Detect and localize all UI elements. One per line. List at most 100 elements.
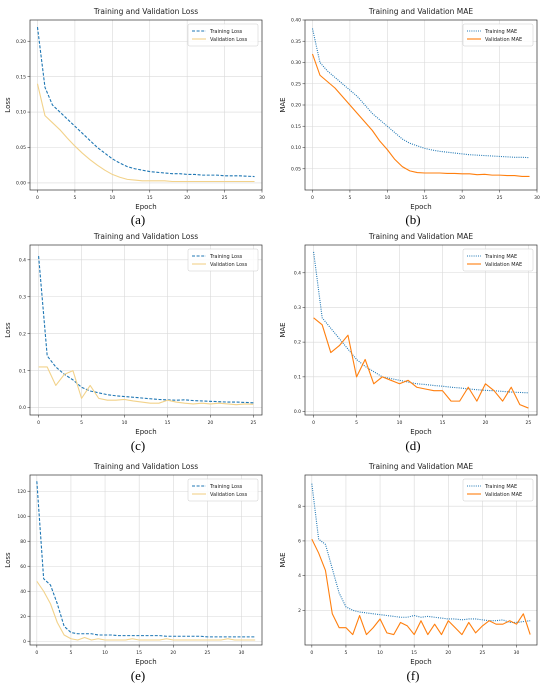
legend-box — [462, 478, 534, 502]
x-tick-label: 0 — [310, 650, 313, 656]
legend-label-2: Validation MAE — [485, 262, 522, 268]
y-tick-label: 0.35 — [291, 39, 301, 45]
x-tick-label: 10 — [384, 195, 390, 201]
y-tick-label: 120 — [17, 489, 26, 495]
x-tick-label: 5 — [80, 420, 83, 426]
series-line-1 — [36, 27, 255, 178]
x-axis-label: Epoch — [410, 658, 431, 666]
x-tick-label: 0 — [312, 420, 315, 426]
y-tick-label: 0.2 — [294, 340, 301, 346]
series-line-1 — [36, 481, 256, 638]
series-line-2 — [313, 317, 529, 409]
caption-a: (a) — [130, 212, 146, 227]
x-tick-label: 15 — [147, 195, 153, 201]
y-tick-label: 0.30 — [291, 60, 301, 66]
x-tick-label: 0 — [37, 420, 40, 426]
y-tick-label: 2 — [298, 608, 301, 614]
chart-title: Training and Validation MAE — [368, 7, 473, 16]
y-tick-label: 0.40 — [291, 18, 301, 24]
legend-box — [462, 23, 534, 47]
y-tick-label: 0 — [23, 639, 26, 645]
x-tick-label: 15 — [411, 650, 417, 656]
y-axis-label: MAE — [279, 322, 287, 337]
plot-frame — [29, 19, 263, 191]
legend-label-1: Training Loss — [209, 484, 243, 490]
y-tick-label: 0.0 — [19, 405, 26, 411]
chart-title: Training and Validation Loss — [93, 462, 198, 471]
x-tick-label: 5 — [355, 420, 358, 426]
x-tick-label: 15 — [136, 650, 142, 656]
x-tick-label: 10 — [109, 195, 115, 201]
y-tick-label: 0.2 — [19, 331, 26, 337]
x-axis-label: Epoch — [135, 658, 156, 666]
x-tick-label: 25 — [497, 195, 503, 201]
chart-title: Training and Validation MAE — [368, 232, 473, 241]
plot-frame — [304, 244, 538, 416]
y-tick-label: 0.4 — [294, 270, 301, 276]
x-axis-label: Epoch — [135, 428, 156, 436]
legend-label-2: Validation MAE — [485, 37, 522, 43]
x-tick-label: 0 — [35, 650, 38, 656]
caption-c: (c) — [130, 438, 146, 453]
x-tick-label: 25 — [526, 420, 532, 426]
x-tick-label: 5 — [345, 650, 348, 656]
series-line-2 — [311, 538, 531, 636]
legend-label-2: Validation MAE — [485, 492, 522, 498]
y-tick-label: 20 — [20, 614, 26, 620]
caption-d: (d) — [405, 438, 421, 453]
legend-label-1: Training Loss — [209, 254, 243, 260]
x-tick-label: 25 — [222, 195, 228, 201]
chart-title: Training and Validation Loss — [93, 232, 198, 241]
legend-label-2: Validation Loss — [210, 262, 248, 268]
y-axis-label: Loss — [4, 322, 12, 338]
chart-panel-f: Training and Validation MAE 0 5 10 15 20 25 30 2… — [275, 455, 550, 685]
legend-box — [187, 248, 259, 272]
y-tick-label: 0.1 — [294, 374, 301, 380]
x-axis-label: Epoch — [135, 203, 156, 211]
x-tick-label: 15 — [422, 195, 428, 201]
caption-f: (f) — [406, 668, 420, 683]
chart-title: Training and Validation Loss — [93, 7, 198, 16]
series-line-1 — [38, 256, 254, 404]
caption-e: (e) — [130, 668, 146, 683]
caption-b: (b) — [405, 212, 421, 227]
x-tick-label: 10 — [397, 420, 403, 426]
chart-title: Training and Validation MAE — [368, 462, 473, 471]
x-tick-label: 30 — [239, 650, 245, 656]
y-tick-label: 0.20 — [16, 39, 26, 45]
legend-label-2: Validation Loss — [210, 37, 248, 43]
y-tick-label: 0.3 — [19, 294, 26, 300]
chart-panel-e: Training and Validation Loss 0 5 10 15 20 25 30… — [0, 455, 275, 685]
plot-frame — [29, 244, 263, 416]
chart-panel-b: Training and Validation MAE 0 5 10 15 20 25 30 0… — [275, 0, 550, 227]
plot-frame — [29, 474, 263, 646]
x-tick-label: 10 — [122, 420, 128, 426]
x-tick-label: 0 — [36, 195, 39, 201]
x-tick-label: 25 — [205, 650, 211, 656]
legend-label-1: Training MAE — [484, 254, 517, 260]
x-tick-label: 20 — [184, 195, 190, 201]
chart-panel-c: Training and Validation Loss 0 5 10 15 20 25 0.… — [0, 225, 275, 453]
y-tick-label: 40 — [20, 589, 26, 595]
y-tick-label: 4 — [298, 573, 301, 579]
legend-label-1: Training MAE — [484, 484, 517, 490]
legend-box — [187, 478, 259, 502]
y-tick-label: 0.0 — [294, 409, 301, 415]
series-line-1 — [311, 28, 530, 159]
legend-label-1: Training Loss — [209, 29, 243, 35]
y-axis-label: Loss — [4, 552, 12, 568]
y-tick-label: 0.05 — [291, 166, 301, 172]
x-tick-label: 5 — [73, 195, 76, 201]
chart-e: Training and Validation Loss 0 5 10 15 20 25 30… — [4, 462, 263, 666]
chart-panel-a: Training and Validation Loss 0 5 10 15 20 25 30… — [0, 0, 275, 227]
y-axis-label: MAE — [279, 552, 287, 567]
x-tick-label: 15 — [165, 420, 171, 426]
x-tick-label: 20 — [445, 650, 451, 656]
x-tick-label: 10 — [377, 650, 383, 656]
y-axis-label: MAE — [279, 97, 287, 112]
x-tick-label: 30 — [259, 195, 265, 201]
y-tick-label: 100 — [17, 514, 26, 520]
legend-label-2: Validation Loss — [210, 492, 248, 498]
series-line-2 — [38, 366, 254, 406]
x-tick-label: 30 — [534, 195, 540, 201]
